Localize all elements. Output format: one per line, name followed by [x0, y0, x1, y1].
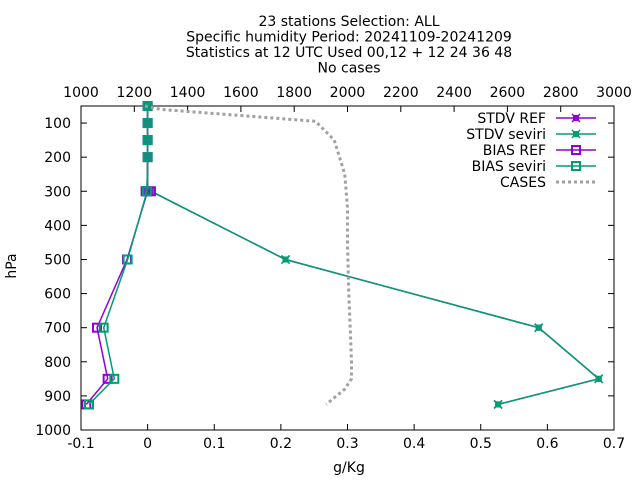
x2-tick-label: 1600: [223, 85, 259, 101]
y-tick-label: 400: [44, 218, 71, 234]
title-line: Specific humidity Period: 20241109-20241…: [186, 30, 512, 46]
point-marker: [594, 374, 604, 384]
x-tick-label: 0.2: [270, 436, 292, 452]
series-line: [144, 104, 353, 406]
x2-tick-label: 2200: [383, 85, 419, 101]
y-tick-label: 1000: [35, 423, 71, 439]
x-tick-label: 0.7: [603, 436, 625, 452]
x2-tick-label: 3000: [596, 85, 632, 101]
title-line: Statistics at 12 UTC Used 00,12 + 12 24 …: [186, 45, 512, 61]
x2-tick-label: 1200: [116, 85, 152, 101]
legend-label: BIAS REF: [483, 143, 546, 159]
point-marker: [141, 186, 152, 197]
y-tick-label: 800: [44, 355, 71, 371]
point-marker: [571, 161, 581, 171]
series-cases: [144, 104, 353, 406]
x-tick-label: -0.1: [67, 436, 94, 452]
point-marker: [102, 373, 113, 384]
x2-tick-label: 2600: [490, 85, 526, 101]
point-marker: [281, 254, 291, 265]
y-tick-label: 500: [44, 252, 71, 268]
x-tick-label: 0.1: [203, 436, 225, 452]
point-marker: [122, 254, 133, 265]
legend-label: STDV REF: [477, 111, 546, 127]
y-tick-label: 700: [44, 321, 71, 337]
point-marker: [493, 399, 503, 409]
x-tick-label: 0.6: [536, 436, 558, 452]
series-line: [88, 106, 149, 405]
series-layer: [81, 101, 604, 410]
x-tick-label: 0.4: [403, 436, 425, 452]
point-marker: [98, 322, 109, 333]
x-tick-label: 0.3: [336, 436, 358, 452]
point-marker: [91, 322, 102, 333]
x2-tick-label: 1400: [170, 85, 206, 101]
y-tick-label: 300: [44, 184, 71, 200]
point-marker: [83, 399, 94, 410]
legend-label: CASES: [500, 175, 546, 191]
y-tick-label: 600: [44, 287, 71, 303]
x-tick-label: 0.5: [470, 436, 492, 452]
point-marker: [142, 118, 153, 129]
point-marker: [571, 129, 581, 139]
legend-label: BIAS seviri: [472, 159, 546, 175]
y-axis-label: hPa: [4, 253, 20, 278]
x2-tick-label: 1800: [276, 85, 312, 101]
x2-tick-label: 2400: [436, 85, 472, 101]
y-tick-label: 100: [44, 116, 71, 132]
title-line: 23 stations Selection: ALL: [258, 14, 439, 30]
y-tick-label: 200: [44, 150, 71, 166]
x2-tick-label: 1000: [63, 85, 99, 101]
point-marker: [534, 323, 544, 333]
point-marker: [109, 373, 120, 384]
point-marker: [142, 135, 153, 146]
series-bias-seviri: [83, 101, 153, 410]
point-marker: [571, 113, 581, 123]
x2-tick-label: 2000: [330, 85, 366, 101]
title-line: No cases: [318, 61, 381, 77]
point-marker: [142, 152, 153, 163]
x-axis-label: g/Kg: [333, 460, 365, 476]
plot-area: -0.1 0 0.1 0.2 0.3 0.4 0.5 0.6 0.7 1000 1200 1400 16…: [35, 85, 631, 452]
x2-tick-label: 2800: [543, 85, 579, 101]
y-tick-label: 900: [44, 389, 71, 405]
x-tick-label: 0: [143, 436, 152, 452]
legend-label: STDV seviri: [466, 127, 546, 143]
point-marker: [571, 145, 581, 155]
